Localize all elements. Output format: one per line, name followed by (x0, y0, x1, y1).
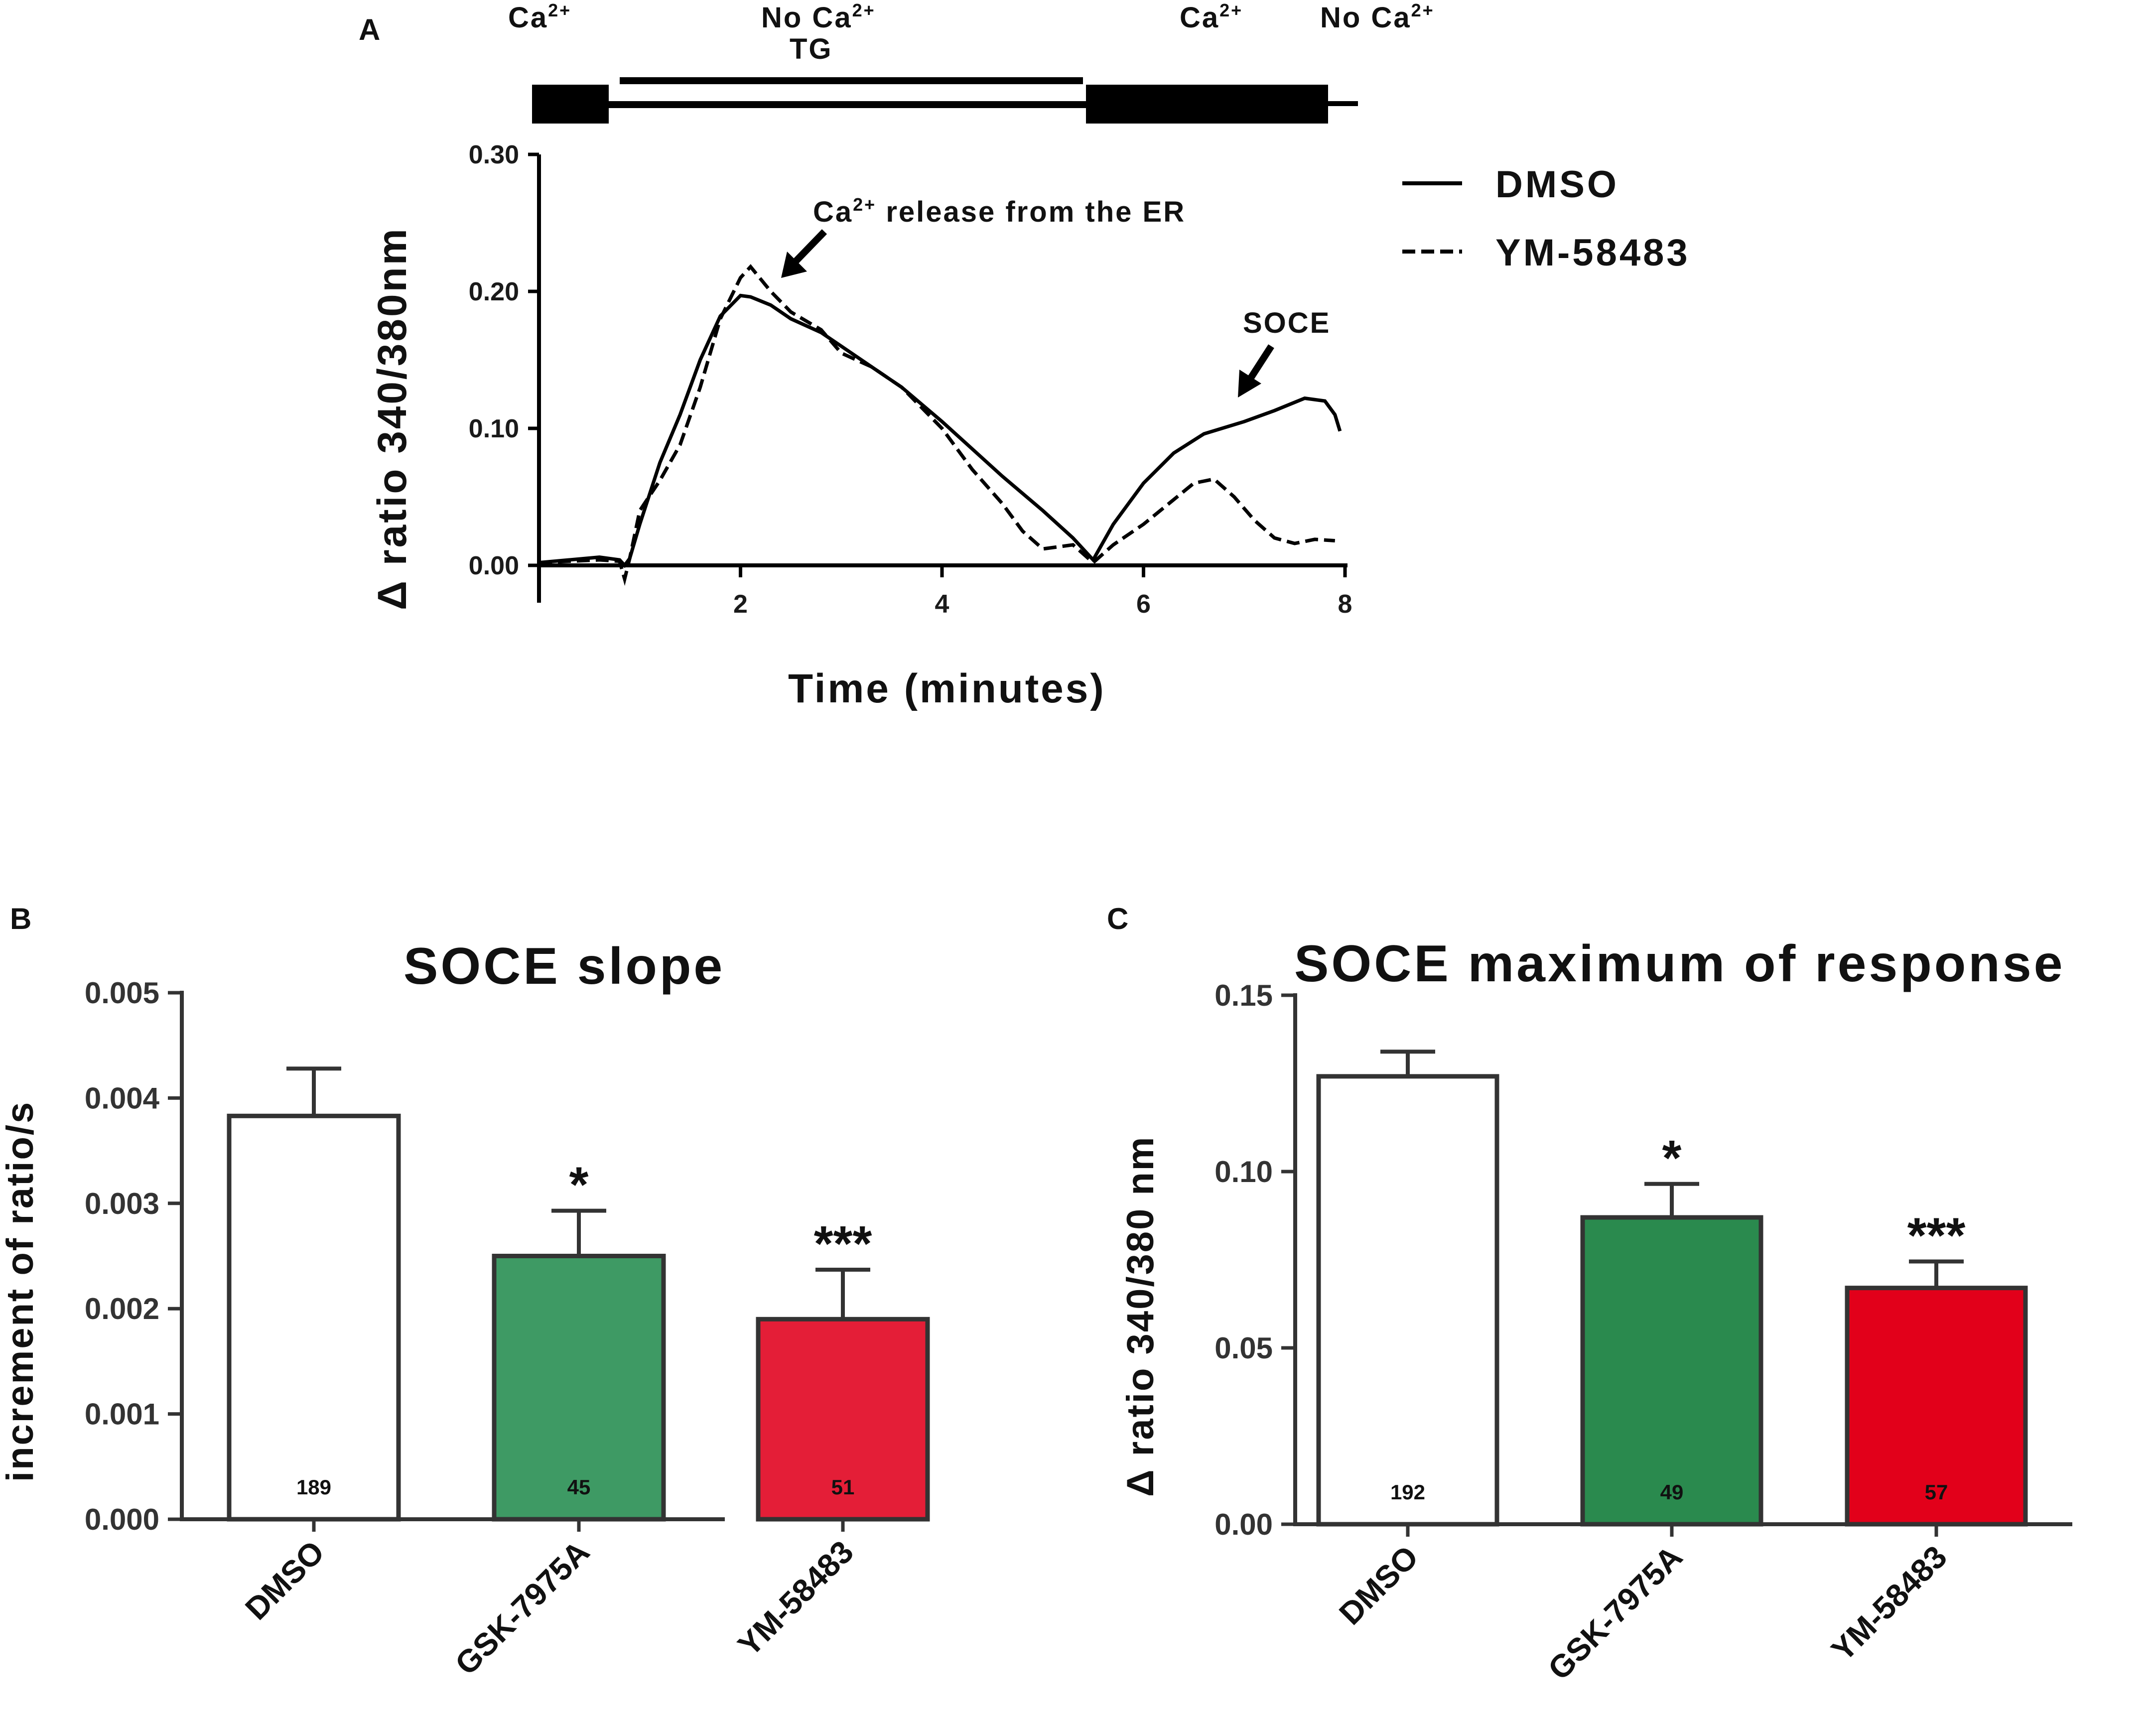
y-tick-label: 0.003 (85, 1187, 159, 1220)
protocol-line-no-ca-2 (1328, 101, 1358, 106)
y-tick-label: 0.10 (1214, 1155, 1273, 1189)
panel-a-x-tick-label: 8 (1338, 590, 1352, 619)
panel-a-y-tick-label: 0.10 (469, 414, 519, 443)
panel-a-letter: A (359, 13, 380, 46)
category-label-gsk-7975a: GSK-7975A (448, 1534, 596, 1682)
bar-count-ym-58483: 51 (831, 1475, 855, 1499)
bar-count-gsk-7975a: 45 (567, 1475, 591, 1499)
protocol-bar-tg (620, 77, 1083, 84)
significance-gsk-7975a: * (1662, 1130, 1682, 1186)
bar-dmso (227, 1113, 401, 1522)
bar-count-dmso: 189 (296, 1475, 331, 1499)
y-tick-label: 0.001 (85, 1398, 159, 1431)
protocol-bar-ca-1 (532, 85, 609, 124)
panel-b: B SOCE slope increment of ratio/s 0.0000… (0, 902, 930, 1682)
panel-a-y-tick-label: 0.30 (469, 140, 519, 169)
series-line-dmso (539, 293, 1342, 568)
y-tick-label: 0.005 (85, 976, 159, 1010)
protocol-ca-right-label: Ca2+ (1180, 0, 1243, 34)
legend-label-dmso: DMSO (1495, 163, 1619, 206)
y-tick-label: 0.000 (85, 1503, 159, 1536)
protocol-no-ca-label: No Ca2+ (761, 0, 876, 34)
protocol-no-ca-2-label: No Ca2+ (1320, 0, 1435, 34)
y-tick-label: 0.15 (1214, 979, 1273, 1012)
protocol-bar-ca-2 (1086, 85, 1328, 124)
panel-b-letter: B (10, 902, 31, 935)
panel-c-letter: C (1107, 902, 1128, 935)
y-tick-label: 0.002 (85, 1292, 159, 1325)
annotation-soce: SOCE (1243, 307, 1331, 339)
panel-a-y-tick-label: 0.00 (469, 551, 519, 580)
protocol-tg-label: TG (790, 33, 833, 65)
panel-b-plot: 0.000 0.001 0.002 0.003 0.004 0.005 189 DMSO 45 *… (85, 976, 930, 1682)
category-label-ym-58483: YM-58483 (731, 1534, 860, 1663)
bar-gsk-7975a (1580, 1215, 1763, 1527)
legend-label-ym-58483: YM-58483 (1495, 232, 1690, 274)
significance-gsk-7975a: * (569, 1157, 589, 1213)
panel-a-y-ticks: 0.00 0.10 0.20 0.30 (469, 140, 539, 580)
panel-c-title: SOCE maximum of response (1294, 935, 2065, 993)
panel-a-y-axis-title: Δ ratio 340/380nm (370, 227, 415, 610)
y-tick-label: 0.05 (1214, 1331, 1273, 1365)
arrow-er-release (781, 229, 827, 278)
panel-c: C SOCE maximum of response Δ ratio 340/3… (1107, 902, 2072, 1687)
bar-dmso (1316, 1074, 1499, 1527)
y-tick-label: 0.00 (1214, 1508, 1273, 1541)
category-label-dmso: DMSO (1332, 1539, 1425, 1632)
panel-a: A Ca2+ No Ca2+ TG Ca2+ No Ca2+ 0.000.100… (359, 0, 1690, 711)
category-label-ym-58483: YM-58483 (1824, 1539, 1954, 1668)
significance-ym-58483: *** (814, 1216, 872, 1272)
significance-ym-58483: *** (1907, 1208, 1966, 1264)
bar-count-dmso: 192 (1390, 1480, 1425, 1504)
panel-a-x-tick-label: 2 (733, 590, 748, 619)
panel-b-y-axis-title: increment of ratio/s (0, 1101, 41, 1482)
annotation-er-release: Ca2+ release from the ER (813, 194, 1186, 228)
bar-gsk-7975a (492, 1254, 666, 1522)
bar-count-gsk-7975a: 49 (1660, 1480, 1684, 1504)
panel-c-y-axis-title: Δ ratio 340/380 nm (1119, 1136, 1162, 1497)
panel-a-y-tick-label: 0.20 (469, 277, 519, 306)
panel-a-x-tick-label: 6 (1136, 590, 1151, 619)
protocol-ca-left-label: Ca2+ (508, 0, 571, 34)
panel-c-plot: 0.00 0.05 0.10 0.15 192 DMSO 49 * GSK-7975A 57 ***… (1214, 979, 2072, 1687)
arrow-soce (1238, 344, 1274, 397)
category-label-gsk-7975a: GSK-7975A (1541, 1539, 1689, 1687)
panel-b-title: SOCE slope (404, 937, 725, 995)
panel-a-x-tick-label: 4 (935, 590, 949, 619)
category-label-dmso: DMSO (238, 1534, 331, 1627)
series-line-ym-58483 (539, 264, 1336, 586)
bar-ym-58483 (1845, 1286, 2028, 1527)
bar-count-ym-58483: 57 (1925, 1480, 1948, 1504)
y-tick-label: 0.004 (85, 1081, 160, 1115)
protocol-line-no-ca (609, 101, 1087, 108)
panel-a-x-ticks: 2 4 6 8 (733, 565, 1352, 619)
panel-a-x-axis-title: Time (minutes) (788, 666, 1106, 711)
